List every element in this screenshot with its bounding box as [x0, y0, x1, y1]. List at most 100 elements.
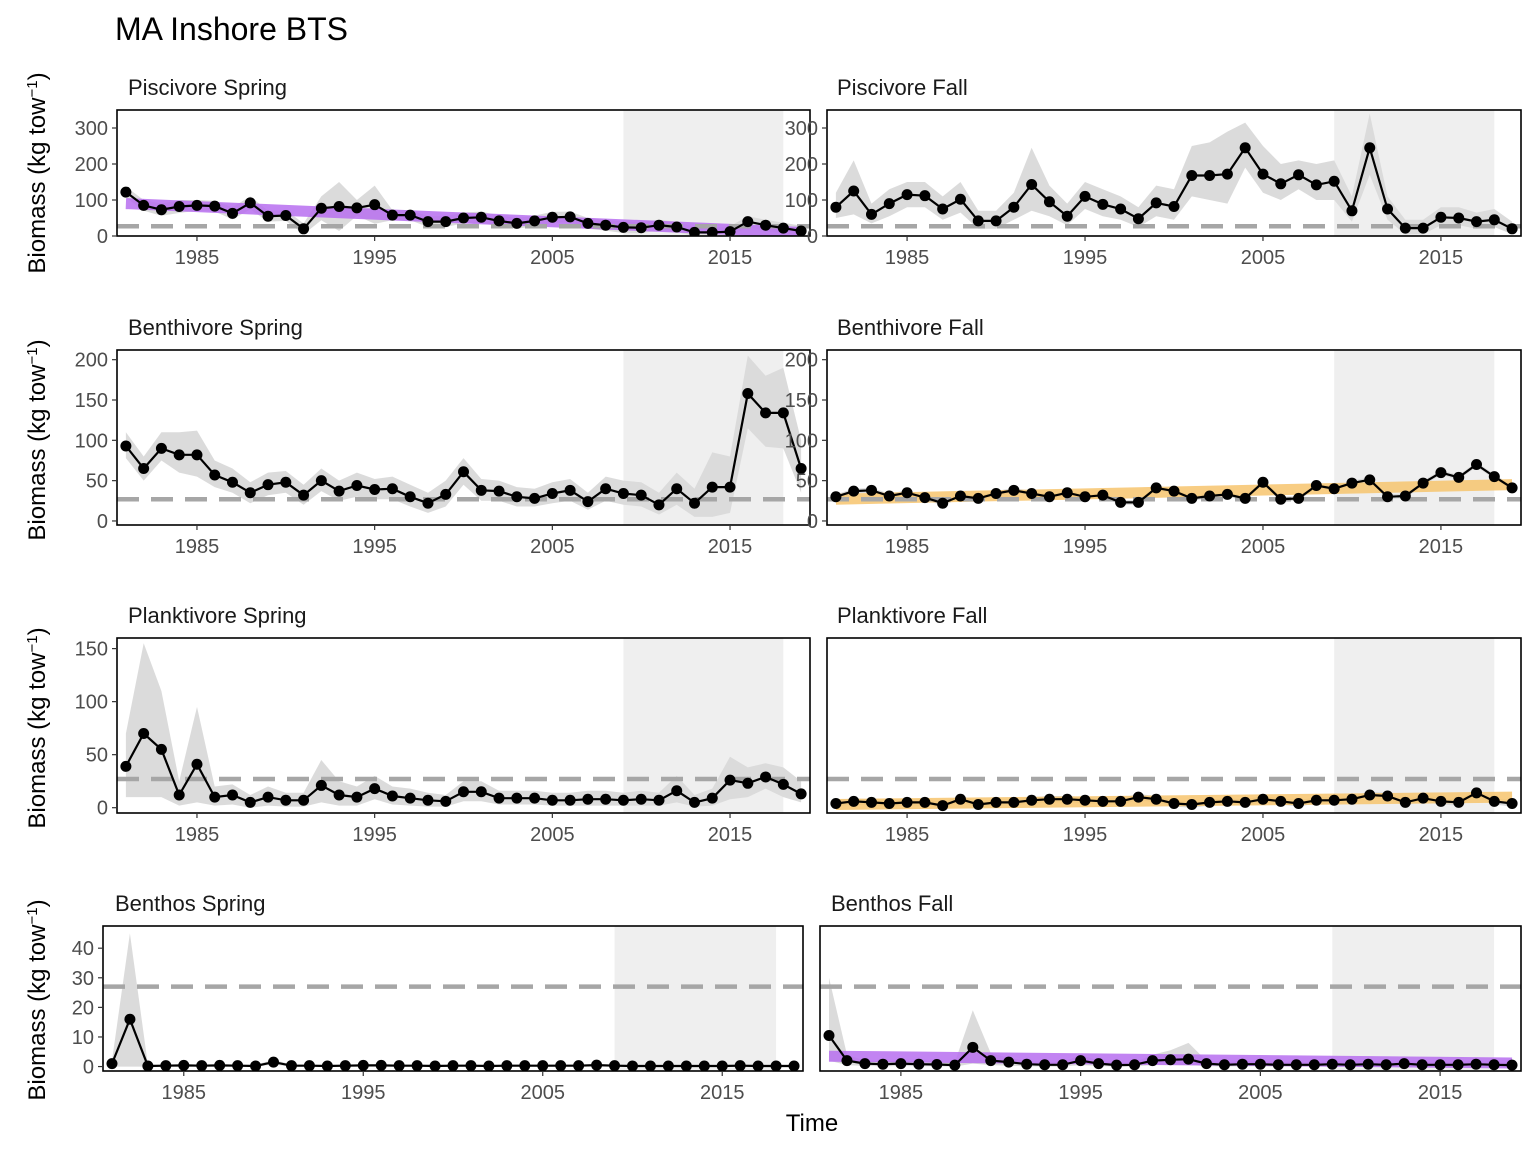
data-point: [1057, 1059, 1069, 1071]
data-point: [1275, 795, 1287, 807]
data-point: [777, 778, 789, 790]
data-point: [795, 788, 807, 800]
data-point: [1132, 213, 1144, 225]
data-point: [848, 795, 860, 807]
data-point: [671, 785, 683, 797]
data-point: [564, 794, 576, 806]
data-point: [937, 800, 949, 812]
data-point: [1186, 492, 1198, 504]
data-point: [990, 488, 1002, 500]
data-point: [1003, 1056, 1015, 1068]
data-point: [883, 198, 895, 210]
data-point: [742, 388, 754, 400]
data-point: [742, 777, 754, 789]
data-point: [848, 185, 860, 197]
data-point: [191, 449, 203, 461]
data-point: [1132, 496, 1144, 508]
data-point: [865, 208, 877, 220]
data-point: [1097, 795, 1109, 807]
data-point: [440, 216, 452, 228]
data-point: [564, 211, 576, 223]
x-tick-label: 1995: [1063, 247, 1108, 269]
x-tick-label: 2005: [1241, 536, 1286, 558]
y-tick-label: 50: [86, 745, 108, 767]
data-point: [653, 219, 665, 231]
data-point: [742, 216, 754, 228]
plot-area: [827, 350, 1521, 525]
data-point: [227, 476, 238, 488]
data-point: [1346, 477, 1358, 489]
data-point: [1364, 474, 1376, 486]
data-point: [422, 794, 434, 806]
data-point: [990, 796, 1002, 808]
confidence-ribbon: [125, 355, 802, 517]
y-tick-label: 30: [72, 968, 94, 990]
data-point: [1204, 170, 1216, 182]
x-tick-label: 1995: [1063, 536, 1108, 558]
data-point: [1488, 214, 1500, 226]
data-point: [483, 1060, 495, 1071]
data-point: [617, 794, 629, 806]
data-point: [990, 215, 1002, 227]
data-point: [555, 1060, 567, 1071]
data-point: [155, 743, 167, 755]
y-tick-label: 100: [75, 692, 108, 714]
data-point: [1399, 490, 1411, 502]
data-point: [635, 222, 647, 234]
data-point: [949, 1059, 961, 1071]
data-point: [1398, 1058, 1410, 1070]
x-tick-label: 2015: [708, 536, 753, 558]
recent-period-shade: [1334, 350, 1495, 525]
data-point: [573, 1060, 585, 1071]
data-point: [120, 186, 132, 198]
data-point: [1434, 1059, 1446, 1071]
data-point: [369, 199, 381, 211]
data-point: [1132, 791, 1144, 803]
data-point: [124, 1013, 136, 1025]
data-point: [404, 491, 416, 503]
x-tick-label: 1995: [1063, 824, 1108, 846]
data-point: [280, 476, 292, 488]
data-point: [1488, 471, 1500, 483]
panel-benthivore-spring: Benthivore Spring 1985 1995 2005 2015 0 50 100 1…: [75, 315, 811, 558]
data-point: [285, 1060, 297, 1071]
data-point: [734, 1060, 746, 1071]
data-point: [357, 1059, 369, 1071]
data-point: [280, 794, 292, 806]
y-tick-label: 150: [75, 639, 108, 661]
data-point: [519, 1060, 531, 1071]
x-tick-label: 2015: [1419, 247, 1464, 269]
data-point: [511, 217, 523, 229]
y-tick-label: 150: [785, 390, 818, 412]
recent-period-shade: [614, 926, 777, 1071]
y-tick-label: 200: [785, 350, 818, 372]
data-point: [1239, 796, 1251, 808]
data-point: [1452, 1059, 1464, 1071]
panel-frame: [116, 637, 811, 814]
data-point: [1168, 200, 1180, 212]
plot-area: [827, 638, 1521, 813]
data-point: [120, 760, 132, 772]
data-point: [1239, 492, 1251, 504]
data-point: [1290, 1059, 1302, 1071]
data-point: [689, 226, 700, 236]
data-point: [1039, 1059, 1051, 1071]
data-point: [1506, 482, 1518, 494]
data-point: [493, 792, 505, 804]
data-point: [954, 793, 966, 805]
data-point: [877, 1058, 889, 1070]
data-point: [1417, 222, 1429, 234]
data-point: [1236, 1058, 1248, 1070]
data-point: [511, 491, 523, 503]
x-tick-label: 1985: [885, 536, 930, 558]
data-point: [1471, 459, 1483, 471]
data-point: [1328, 175, 1340, 187]
panel-planktivore-spring: Planktivore Spring 1985 1995 2005 2015 0 50 100…: [75, 603, 811, 846]
data-point: [440, 795, 452, 807]
data-point: [788, 1060, 800, 1071]
data-point: [298, 223, 310, 235]
data-point: [706, 226, 718, 236]
data-point: [1129, 1059, 1141, 1071]
data-point: [393, 1060, 405, 1071]
